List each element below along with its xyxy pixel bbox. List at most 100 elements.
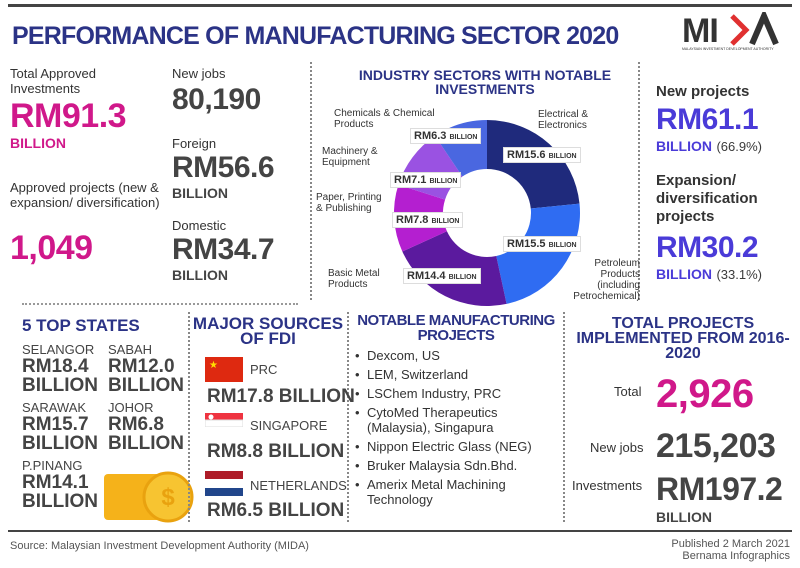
total-investments-label: Investments	[572, 478, 643, 493]
new-jobs-label: New jobs	[172, 66, 226, 81]
svg-text:MI: MI	[682, 12, 718, 50]
total-investments-unit: BILLION	[656, 509, 712, 525]
new-jobs-value: 80,190	[172, 83, 261, 116]
fdi-country: SINGAPORE	[250, 418, 328, 433]
svg-text:$: $	[161, 484, 175, 511]
chart-title: INDUSTRY SECTORS WITH NOTABLE INVESTMENT…	[358, 67, 612, 97]
credit: Bernama Infographics	[682, 550, 790, 562]
fdi-country: PRC	[250, 362, 278, 377]
singapore-flag-icon	[205, 413, 243, 427]
total-label: Total	[614, 384, 642, 399]
total-value: 2,926	[656, 372, 754, 416]
state-value: RM12.0	[108, 356, 175, 377]
segment-label: Electrical & Electronics	[538, 109, 589, 131]
new-projects-unit-row: BILLION (66.9%)	[656, 138, 762, 156]
expansion-label: Expansion/ diversification projects	[656, 172, 758, 225]
state-unit: BILLION	[108, 375, 184, 396]
divider	[347, 312, 349, 522]
state-name: SABAH	[108, 342, 153, 357]
domestic-value: RM34.7	[172, 233, 275, 266]
notable-project-item: LEM, Switzerland	[353, 367, 561, 382]
states-title: 5 TOP STATES	[22, 316, 140, 335]
new-projects-value: RM61.1	[656, 103, 759, 136]
expansion-unit: BILLION	[656, 266, 712, 282]
segment-value: RM15.6 BILLION	[503, 147, 581, 163]
state-value: RM6.8	[108, 414, 164, 435]
state-value: RM18.4	[22, 356, 89, 377]
source-note: Source: Malaysian Investment Development…	[10, 540, 309, 552]
total-investments-unit: BILLION	[10, 135, 66, 151]
foreign-value: RM56.6	[172, 151, 275, 184]
approved-projects-label: Approved projects (new & expansion/ dive…	[10, 180, 160, 210]
approved-projects-value: 1,049	[10, 229, 93, 267]
divider	[638, 62, 640, 300]
segment-label: Basic Metal Products	[328, 268, 380, 290]
donut-segment	[496, 203, 580, 304]
state-value: RM14.1	[22, 472, 89, 493]
total-jobs-label: New jobs	[590, 440, 644, 455]
notable-project-item: Bruker Malaysia Sdn.Bhd.	[353, 458, 561, 473]
domestic-unit: BILLION	[172, 267, 228, 283]
total-investments-value: RM197.2	[656, 471, 783, 507]
mida-logo: MI MALAYSIAN INVESTMENT DEVELOPMENT AUTH…	[682, 12, 779, 51]
notable-project-item: LSChem Industry, PRC	[353, 386, 561, 401]
divider	[563, 312, 565, 522]
segment-value: RM15.5 BILLION	[503, 236, 581, 252]
foreign-label: Foreign	[172, 136, 217, 151]
notable-project-item: CytoMed Therapeutics (Malaysia), Singapu…	[353, 405, 561, 435]
segment-value: RM14.4 BILLION	[403, 268, 481, 284]
total-investments-value: RM91.3	[10, 97, 127, 135]
state-item: SARAWAK RM15.7 BILLION	[22, 400, 98, 453]
netherlands-flag-icon	[205, 471, 243, 496]
segment-label: Machinery & Equipment	[322, 146, 378, 168]
state-unit: BILLION	[22, 433, 98, 454]
divider	[310, 62, 312, 300]
publish-info: Published 2 March 2021 Bernama Infographi…	[671, 538, 790, 562]
fdi-title: MAJOR SOURCES OF FDI	[192, 314, 344, 348]
segment-value: RM6.3 BILLION	[410, 128, 482, 144]
divider	[22, 303, 298, 305]
state-unit: BILLION	[22, 375, 98, 396]
notable-projects-list: Dexcom, US LEM, Switzerland LSChem Industr…	[353, 348, 561, 511]
expansion-value: RM30.2	[656, 231, 759, 264]
china-flag-icon: ★	[205, 357, 243, 382]
divider	[188, 312, 190, 522]
segment-value: RM7.8 BILLION	[392, 212, 464, 228]
fdi-value: RM17.8 BILLION	[207, 386, 355, 407]
total-jobs-value: 215,203	[656, 427, 776, 465]
published-date: Published 2 March 2021	[671, 538, 790, 550]
fdi-value: RM6.5 BILLION	[207, 500, 345, 521]
state-item: SABAH RM12.0 BILLION	[108, 342, 184, 395]
state-item: JOHOR RM6.8 BILLION	[108, 400, 184, 453]
bottom-rule	[8, 530, 792, 532]
new-projects-unit: BILLION	[656, 138, 712, 154]
top-rule	[8, 4, 792, 7]
state-name: SARAWAK	[22, 400, 87, 415]
new-projects-pct: (66.9%)	[716, 139, 762, 154]
coins-icon: $	[104, 471, 194, 523]
domestic-label: Domestic	[172, 218, 227, 233]
fdi-country: NETHERLANDS	[250, 478, 347, 493]
state-unit: BILLION	[108, 433, 184, 454]
expansion-unit-row: BILLION (33.1%)	[656, 266, 762, 284]
state-unit: BILLION	[22, 491, 98, 512]
state-item: SELANGOR RM18.4 BILLION	[22, 342, 98, 395]
donut-segment	[487, 120, 580, 209]
notable-title: NOTABLE MANUFACTURING PROJECTS	[357, 312, 555, 344]
notable-project-item: Dexcom, US	[353, 348, 561, 363]
segment-label: Petroleum Products (including Petrochemi…	[573, 258, 640, 302]
notable-project-item: Amerix Metal Machining Technology	[353, 477, 561, 507]
state-name: P.PINANG	[22, 458, 83, 473]
state-value: RM15.7	[22, 414, 89, 435]
total-investments-label: Total Approved Investments	[10, 66, 97, 96]
new-projects-label: New projects	[656, 83, 750, 100]
total-title: TOTAL PROJECTS IMPLEMENTED FROM 2016-202…	[576, 315, 790, 362]
segment-label: Chemicals & Chemical Products	[334, 108, 435, 130]
state-name: SELANGOR	[22, 342, 95, 357]
expansion-pct: (33.1%)	[716, 267, 762, 282]
notable-project-item: Nippon Electric Glass (NEG)	[353, 439, 561, 454]
svg-text:★: ★	[209, 360, 218, 371]
fdi-value: RM8.8 BILLION	[207, 441, 345, 462]
segment-label: Paper, Printing & Publishing	[316, 192, 382, 214]
page-title: PERFORMANCE OF MANUFACTURING SECTOR 2020	[12, 22, 619, 50]
